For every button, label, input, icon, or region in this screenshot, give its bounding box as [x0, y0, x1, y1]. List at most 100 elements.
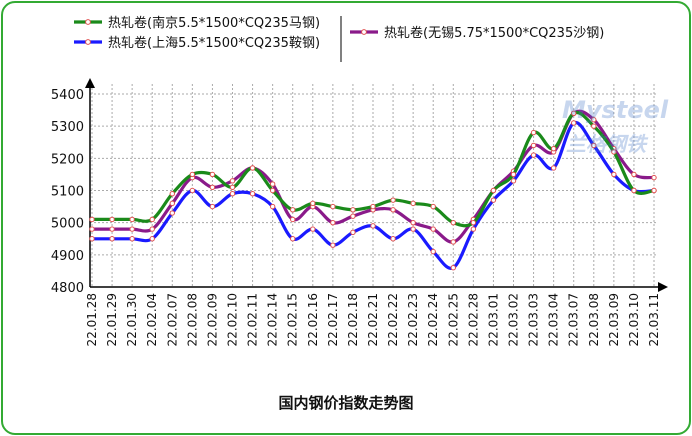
data-point	[209, 184, 216, 190]
data-point	[530, 129, 537, 136]
watermark-logo: Mysteel	[562, 96, 669, 124]
x-tick-label: 22.02.23	[406, 293, 420, 346]
x-tick-label: 22.03.11	[647, 293, 661, 346]
data-point	[390, 236, 396, 242]
data-point	[209, 171, 216, 178]
data-point	[89, 216, 95, 223]
x-tick-label: 22.02.22	[386, 293, 400, 346]
y-tick-label: 4800	[51, 281, 84, 296]
data-point	[229, 178, 236, 184]
y-tick-label: 4900	[51, 249, 84, 264]
data-point	[229, 191, 236, 197]
x-tick-label: 22.02.08	[185, 293, 199, 346]
data-point	[310, 200, 316, 207]
y-tick-label: 5000	[51, 217, 84, 232]
legend-label: 热轧卷(无锡5.75*1500*CQ235沙钢)	[384, 25, 604, 41]
data-point	[129, 236, 135, 242]
x-tick-label: 22.02.04	[145, 293, 159, 346]
data-point	[370, 223, 376, 229]
data-point	[490, 197, 497, 203]
x-axis-arrow	[658, 282, 668, 292]
data-point	[390, 197, 396, 203]
x-tick-label: 22.01.29	[105, 293, 119, 346]
data-point	[611, 149, 617, 155]
chart-title: 国内钢价指数走势图	[278, 394, 414, 412]
data-point	[510, 171, 517, 178]
data-point	[169, 200, 175, 207]
data-point	[470, 226, 477, 232]
data-point	[350, 213, 356, 219]
data-point	[571, 110, 577, 117]
data-point	[330, 219, 336, 226]
x-tick-label: 22.03.10	[627, 293, 641, 346]
data-point	[470, 219, 477, 226]
data-point	[149, 226, 155, 232]
data-point	[510, 178, 517, 184]
data-point	[450, 219, 456, 226]
legend-marker	[85, 39, 91, 45]
data-point	[611, 171, 617, 178]
data-point	[330, 242, 336, 248]
data-point	[229, 184, 236, 190]
x-tick-label: 22.02.07	[165, 293, 179, 346]
x-tick-label: 22.03.07	[567, 293, 581, 346]
data-point	[410, 219, 416, 226]
data-point	[550, 145, 557, 152]
data-point	[550, 165, 557, 171]
data-point	[450, 239, 456, 245]
data-point	[149, 216, 155, 223]
x-tick-label: 22.02.10	[226, 293, 240, 346]
data-point	[290, 216, 296, 223]
data-point	[129, 226, 135, 232]
data-point	[591, 123, 597, 129]
data-point	[209, 203, 216, 210]
x-tick-label: 22.02.09	[205, 293, 219, 346]
data-point	[651, 187, 657, 194]
data-point	[109, 226, 115, 232]
data-point	[269, 181, 276, 187]
x-tick-label: 22.03.01	[486, 293, 500, 346]
x-tick-label: 22.03.08	[587, 293, 601, 346]
legend-label: 热轧卷(上海5.5*1500*CQ235鞍钢)	[108, 35, 320, 51]
data-point	[350, 207, 356, 213]
x-tick-label: 22.02.28	[466, 293, 480, 346]
data-point	[310, 226, 316, 232]
x-tick-label: 22.02.16	[306, 293, 320, 346]
y-tick-label: 5200	[51, 152, 84, 167]
data-point	[249, 165, 256, 171]
x-tick-label: 22.03.03	[527, 293, 541, 346]
x-tick-label: 22.02.15	[286, 293, 300, 346]
data-point	[109, 216, 115, 223]
data-point	[591, 117, 597, 123]
data-point	[430, 203, 436, 210]
y-axis-arrow	[85, 78, 95, 88]
data-point	[89, 226, 95, 232]
data-point	[249, 191, 256, 197]
data-point	[490, 187, 497, 194]
watermark-brand: 兰格钢铁	[566, 132, 646, 156]
data-point	[430, 248, 436, 255]
data-point	[571, 120, 577, 126]
data-point	[410, 226, 416, 232]
data-point	[591, 142, 597, 149]
data-point	[530, 152, 537, 158]
x-tick-label: 22.02.24	[426, 293, 440, 346]
legend-label: 热轧卷(南京5.5*1500*CQ235马钢)	[108, 15, 320, 31]
data-point	[89, 236, 95, 242]
x-tick-label: 22.02.17	[326, 293, 340, 346]
data-point	[330, 203, 336, 210]
legend-marker	[361, 29, 367, 35]
y-tick-label: 5300	[51, 120, 84, 135]
data-point	[290, 236, 296, 242]
x-tick-label: 22.01.30	[125, 293, 139, 346]
data-point	[269, 203, 276, 210]
x-tick-label: 22.03.02	[507, 293, 521, 346]
data-point	[450, 265, 456, 271]
data-point	[189, 171, 196, 178]
legend-marker	[85, 19, 91, 25]
x-tick-label: 22.03.09	[607, 293, 621, 346]
data-point	[290, 207, 296, 213]
data-point	[149, 236, 155, 242]
data-point	[189, 187, 196, 194]
